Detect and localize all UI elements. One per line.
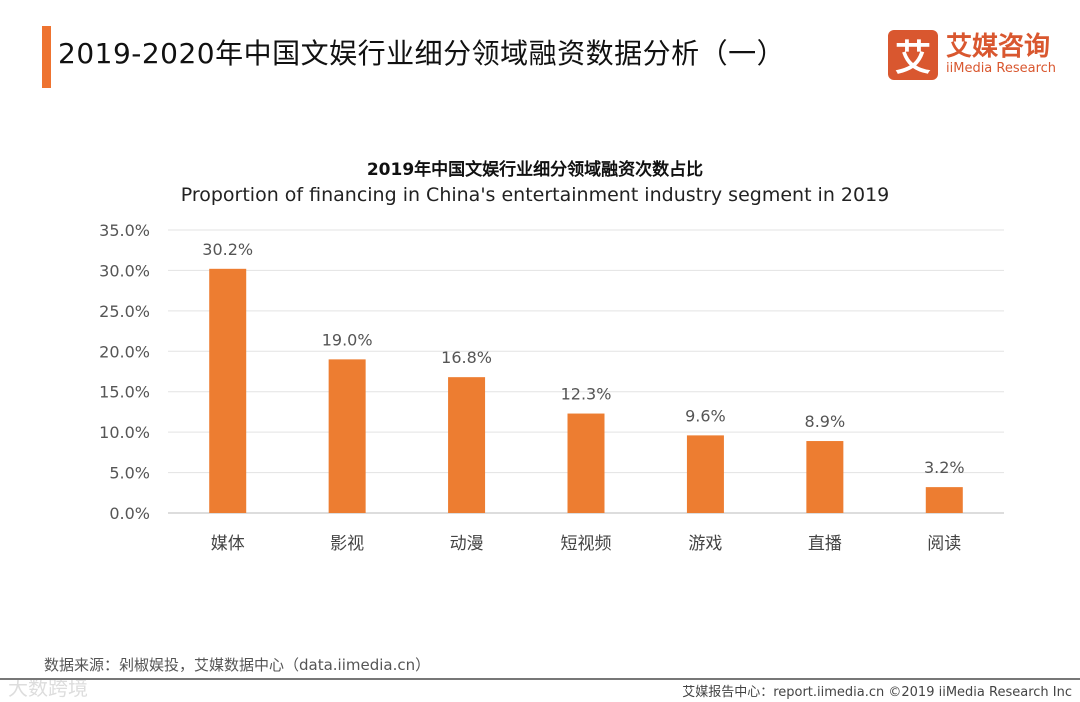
x-tick-label: 媒体 <box>211 534 245 554</box>
chart-title: 2019年中国文娱行业细分领域融资次数占比 <box>367 159 703 180</box>
data-label: 3.2% <box>924 458 965 477</box>
y-tick-label: 0.0% <box>109 504 150 523</box>
bar <box>686 435 724 513</box>
y-tick-label: 25.0% <box>99 302 150 321</box>
bar <box>567 413 605 513</box>
watermark: 大数跨境 <box>8 676 88 700</box>
x-tick-label: 游戏 <box>688 534 722 554</box>
data-label: 19.0% <box>322 330 373 349</box>
iimedia-logo: 艾 艾媒咨询 iiMedia Research <box>888 30 1056 80</box>
bar <box>209 268 247 513</box>
page-title: 2019-2020年中国文娱行业细分领域融资数据分析（一） <box>58 37 786 70</box>
chart-subtitle: Proportion of financing in China's enter… <box>181 184 890 206</box>
footer-divider <box>0 678 1080 680</box>
title-accent-bar <box>42 26 51 88</box>
y-tick-label: 30.0% <box>99 261 150 280</box>
footer-credit: 艾媒报告中心：report.iimedia.cn ©2019 iiMedia R… <box>682 685 1072 700</box>
y-tick-label: 20.0% <box>99 342 150 361</box>
y-tick-label: 35.0% <box>99 221 150 240</box>
data-source: 数据来源：剁椒娱投，艾媒数据中心（data.iimedia.cn） <box>44 656 431 674</box>
y-tick-label: 15.0% <box>99 383 150 402</box>
y-tick-label: 5.0% <box>109 464 150 483</box>
bar <box>448 377 486 513</box>
logo-cn: 艾媒咨询 <box>946 32 1051 62</box>
data-label: 12.3% <box>561 385 612 404</box>
x-tick-label: 直播 <box>808 534 842 554</box>
bar <box>925 487 963 513</box>
x-tick-label: 短视频 <box>561 534 612 554</box>
x-tick-label: 阅读 <box>927 534 961 554</box>
data-label: 30.2% <box>202 240 253 259</box>
y-tick-label: 10.0% <box>99 423 150 442</box>
bar <box>328 359 366 513</box>
x-tick-label: 影视 <box>330 534 364 554</box>
data-label: 16.8% <box>441 348 492 367</box>
data-label: 8.9% <box>805 412 846 431</box>
data-label: 9.6% <box>685 406 726 425</box>
logo-mark-icon: 艾 <box>888 30 938 80</box>
x-tick-label: 动漫 <box>450 534 484 554</box>
bar <box>806 441 844 513</box>
logo-en: iiMedia Research <box>946 61 1057 76</box>
